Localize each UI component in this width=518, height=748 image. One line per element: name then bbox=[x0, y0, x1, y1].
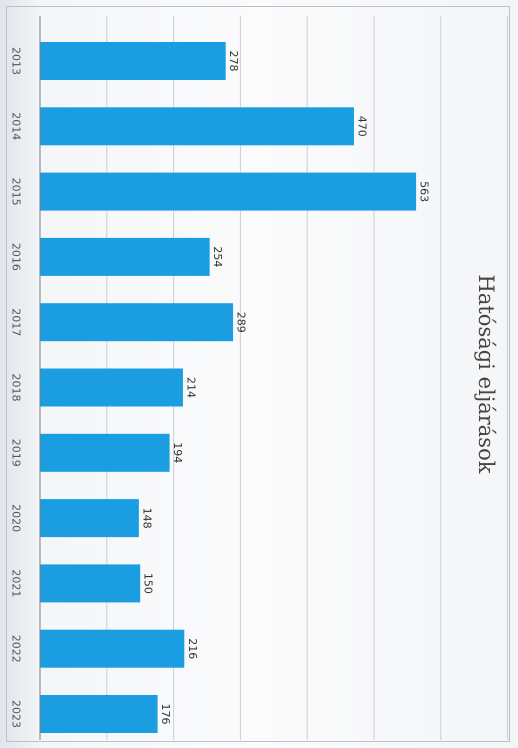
bar-2017 bbox=[40, 303, 234, 342]
category-label-2022: 2022 bbox=[10, 635, 23, 663]
category-tick-labels: 2013 2014 2015 2016 2017 2018 2019 2020 2021 2022… bbox=[10, 47, 23, 728]
data-label-2013: 278 bbox=[227, 51, 240, 72]
category-label-2018: 2018 bbox=[10, 374, 23, 402]
data-label-2019: 194 bbox=[171, 442, 184, 463]
bar-2023 bbox=[40, 695, 158, 733]
category-label-2019: 2019 bbox=[10, 439, 23, 467]
bar-2016 bbox=[40, 237, 210, 276]
category-label-2017: 2017 bbox=[10, 308, 23, 336]
bar-2015 bbox=[40, 172, 417, 211]
bar-2019 bbox=[40, 433, 170, 472]
data-labels: 278 470 563 254 289 214 194 148 150 216 176 bbox=[140, 51, 430, 725]
bar-2018 bbox=[40, 368, 183, 407]
data-label-2023: 176 bbox=[159, 704, 172, 725]
data-label-2015: 563 bbox=[418, 181, 431, 202]
bar-2013 bbox=[40, 42, 226, 80]
chart-title: Hatósági eljárások bbox=[474, 275, 498, 474]
category-label-2015: 2015 bbox=[10, 178, 23, 206]
category-label-2021: 2021 bbox=[10, 569, 23, 597]
data-label-2020: 148 bbox=[140, 508, 153, 529]
category-label-2014: 2014 bbox=[10, 112, 23, 140]
data-label-2016: 254 bbox=[211, 246, 224, 267]
data-label-2018: 214 bbox=[184, 377, 197, 398]
data-label-2014: 470 bbox=[355, 116, 368, 137]
category-label-2023: 2023 bbox=[10, 700, 23, 728]
chart-frame bbox=[6, 6, 510, 742]
data-label-2021: 150 bbox=[142, 573, 155, 594]
data-label-2022: 216 bbox=[186, 638, 199, 659]
bar-2020 bbox=[40, 499, 139, 538]
category-label-2020: 2020 bbox=[10, 504, 23, 532]
category-label-2013: 2013 bbox=[10, 47, 23, 75]
bar-2022 bbox=[40, 629, 185, 668]
bar-2021 bbox=[40, 564, 141, 603]
category-label-2016: 2016 bbox=[10, 243, 23, 271]
bars bbox=[40, 42, 417, 733]
data-label-2017: 289 bbox=[235, 312, 248, 333]
bar-2014 bbox=[40, 107, 354, 146]
